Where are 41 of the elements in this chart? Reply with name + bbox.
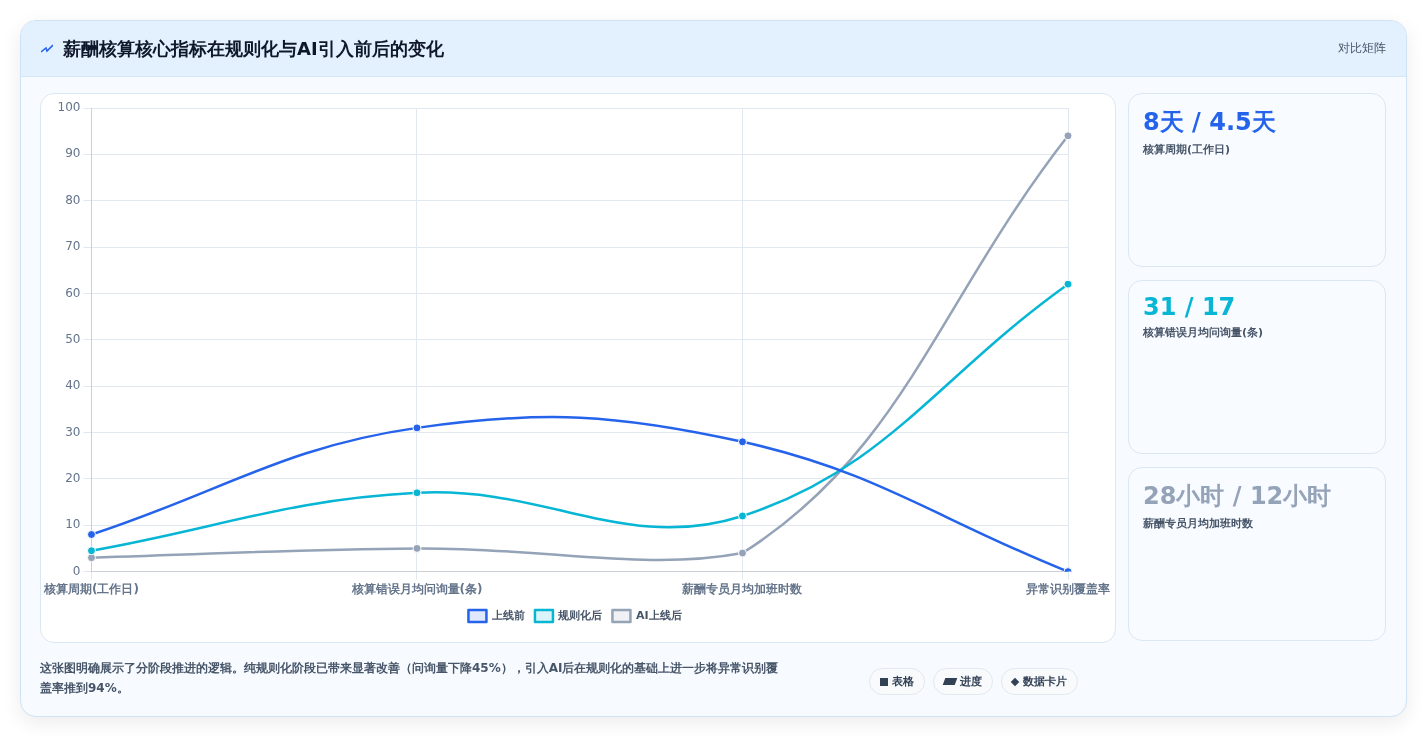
x-tick-label: 薪酬专员月均加班时数: [681, 581, 804, 596]
legend-label: AI上线后: [635, 608, 682, 622]
x-tick-label: 核算周期(工作日): [43, 581, 139, 596]
y-tick-label: 10: [65, 517, 81, 532]
text: 核算周期(工作日): [1143, 142, 1232, 157]
legend-label: 规则化后: [557, 608, 603, 622]
point: [86, 546, 96, 556]
y-tick-label: 50: [65, 331, 81, 346]
text: 31 / 17: [1143, 293, 1237, 321]
text: 进度: [933, 668, 993, 695]
text: 核算错误月均问询量(条): [1143, 325, 1265, 340]
y-tick-label: 30: [65, 424, 81, 439]
point: [86, 553, 96, 563]
point: [738, 437, 747, 447]
text: 这张图明确展示了分阶段推进的逻辑。纯规则化阶段已带来显著改善（问询量下降45%），引入AI后在规则化的基础上进一步将异常识别覆盖率推到94%。: [40, 660, 780, 697]
text: 8天 / 4.5天: [1143, 107, 1277, 138]
y-tick-label: 80: [65, 192, 81, 207]
point: [412, 543, 422, 553]
x-tick-label: 核算错误月均问询量(条): [350, 581, 483, 596]
y-tick-label: 0: [72, 563, 81, 578]
text: 对比矩阵: [1338, 40, 1386, 57]
text: 薪酬专员月均加班时数: [1143, 516, 1254, 531]
point: [86, 530, 96, 540]
y-tick-label: 100: [57, 100, 81, 115]
chart-title: 薪酬核算核心指标在规则化与AI引入前后的变化: [63, 36, 445, 61]
point: [412, 488, 422, 498]
point: [738, 511, 747, 521]
y-tick-label: 90: [65, 146, 81, 161]
text: 28小时 / 12小时: [1143, 481, 1333, 512]
point: [1063, 131, 1073, 141]
point: [1063, 279, 1073, 289]
point: [412, 423, 422, 433]
y-tick-label: 60: [65, 285, 81, 300]
y-tick-label: 70: [65, 239, 81, 254]
x-tick-label: 异常识别覆盖率: [1025, 581, 1110, 596]
y-tick-label: 40: [65, 378, 81, 393]
legend-label: 上线前: [490, 608, 525, 622]
y-tick-label: 20: [65, 471, 81, 486]
text: 表格: [869, 668, 925, 695]
text: 数据卡片: [1001, 668, 1078, 695]
point: [738, 548, 747, 558]
